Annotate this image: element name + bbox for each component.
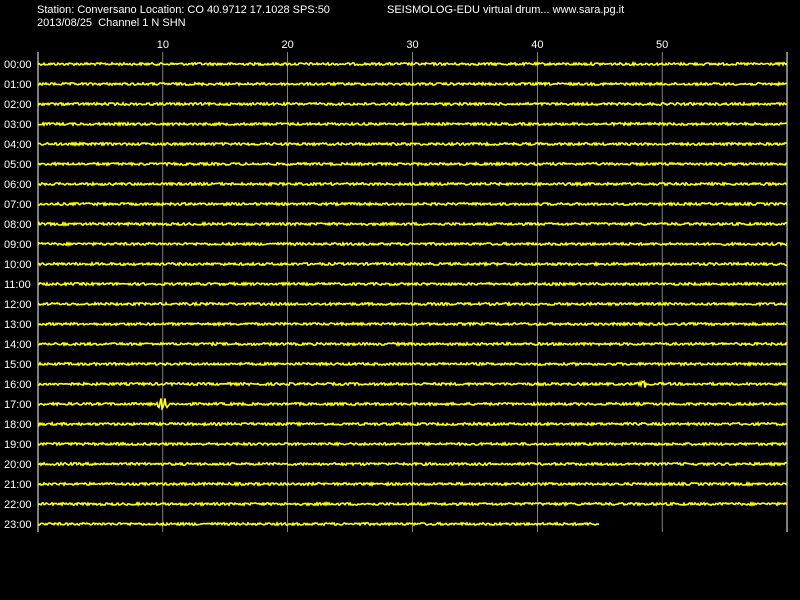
hour-label: 07:00	[4, 199, 32, 211]
trace-row-0700	[37, 201, 788, 208]
hour-label: 21:00	[4, 479, 32, 491]
trace-row-1600	[38, 379, 788, 389]
hour-label: 22:00	[4, 499, 32, 511]
trace-row-0400	[37, 140, 788, 147]
hour-label: 12:00	[4, 299, 32, 311]
date-channel-label: 2013/08/25 Channel 1 N SHN	[37, 17, 186, 29]
trace-row-1800	[37, 420, 788, 428]
hour-label: 20:00	[4, 459, 32, 471]
minute-tick-label: 40	[531, 39, 543, 51]
minute-tick-label: 10	[157, 39, 169, 51]
hour-label: 14:00	[4, 339, 32, 351]
hour-label: 03:00	[4, 119, 32, 131]
trace-row-0200	[37, 100, 788, 107]
hour-label: 09:00	[4, 239, 32, 251]
trace-row-0800	[37, 221, 788, 228]
hour-label: 05:00	[4, 159, 32, 171]
trace-rows	[37, 60, 788, 527]
trace-row-1100	[37, 281, 788, 287]
hour-label: 08:00	[4, 219, 32, 231]
trace-row-2300	[37, 520, 600, 527]
hour-label: 11:00	[4, 279, 31, 291]
station-info-label: Station: Conversano Location: CO 40.9712…	[37, 4, 330, 16]
trace-row-0900	[37, 240, 788, 247]
trace-row-2100	[37, 481, 788, 488]
trace-row-0600	[37, 180, 788, 188]
hour-label: 19:00	[4, 439, 32, 451]
hour-label: 10:00	[4, 259, 32, 271]
trace-row-1000	[37, 260, 788, 268]
hour-label: 02:00	[4, 99, 32, 111]
trace-row-0100	[37, 80, 788, 88]
app-title-label: SEISMOLOG-EDU virtual drum... www.sara.p…	[387, 4, 625, 16]
trace-row-1200	[37, 300, 788, 308]
trace-row-1300	[37, 320, 788, 328]
hour-label: 01:00	[4, 79, 32, 91]
trace-row-0500	[37, 161, 788, 167]
trace-row-1900	[37, 441, 788, 447]
minute-grid	[37, 52, 788, 532]
hour-label: 18:00	[4, 419, 32, 431]
hour-label: 06:00	[4, 179, 32, 191]
trace-row-1500	[38, 360, 788, 368]
hour-label: 16:00	[4, 379, 32, 391]
hour-label: 13:00	[4, 319, 32, 331]
minute-tick-label: 20	[282, 39, 294, 51]
trace-row-1400	[37, 340, 788, 347]
hour-label: 15:00	[4, 359, 32, 371]
hour-label: 23:00	[4, 519, 32, 531]
hour-label: 17:00	[4, 399, 32, 411]
trace-row-2000	[38, 461, 788, 467]
trace-row-2200	[37, 500, 788, 508]
trace-row-1700	[37, 398, 788, 411]
hour-labels: 10 20 30 40 50 00:00 01:00 02:00 03:00 04:00 05:00…	[4, 39, 668, 531]
minute-tick-label: 50	[656, 39, 668, 51]
minute-tick-label: 30	[406, 39, 418, 51]
hour-label: 00:00	[4, 59, 32, 71]
hour-label: 04:00	[4, 139, 32, 151]
trace-row-0300	[37, 120, 788, 128]
trace-row-0000	[37, 60, 788, 67]
